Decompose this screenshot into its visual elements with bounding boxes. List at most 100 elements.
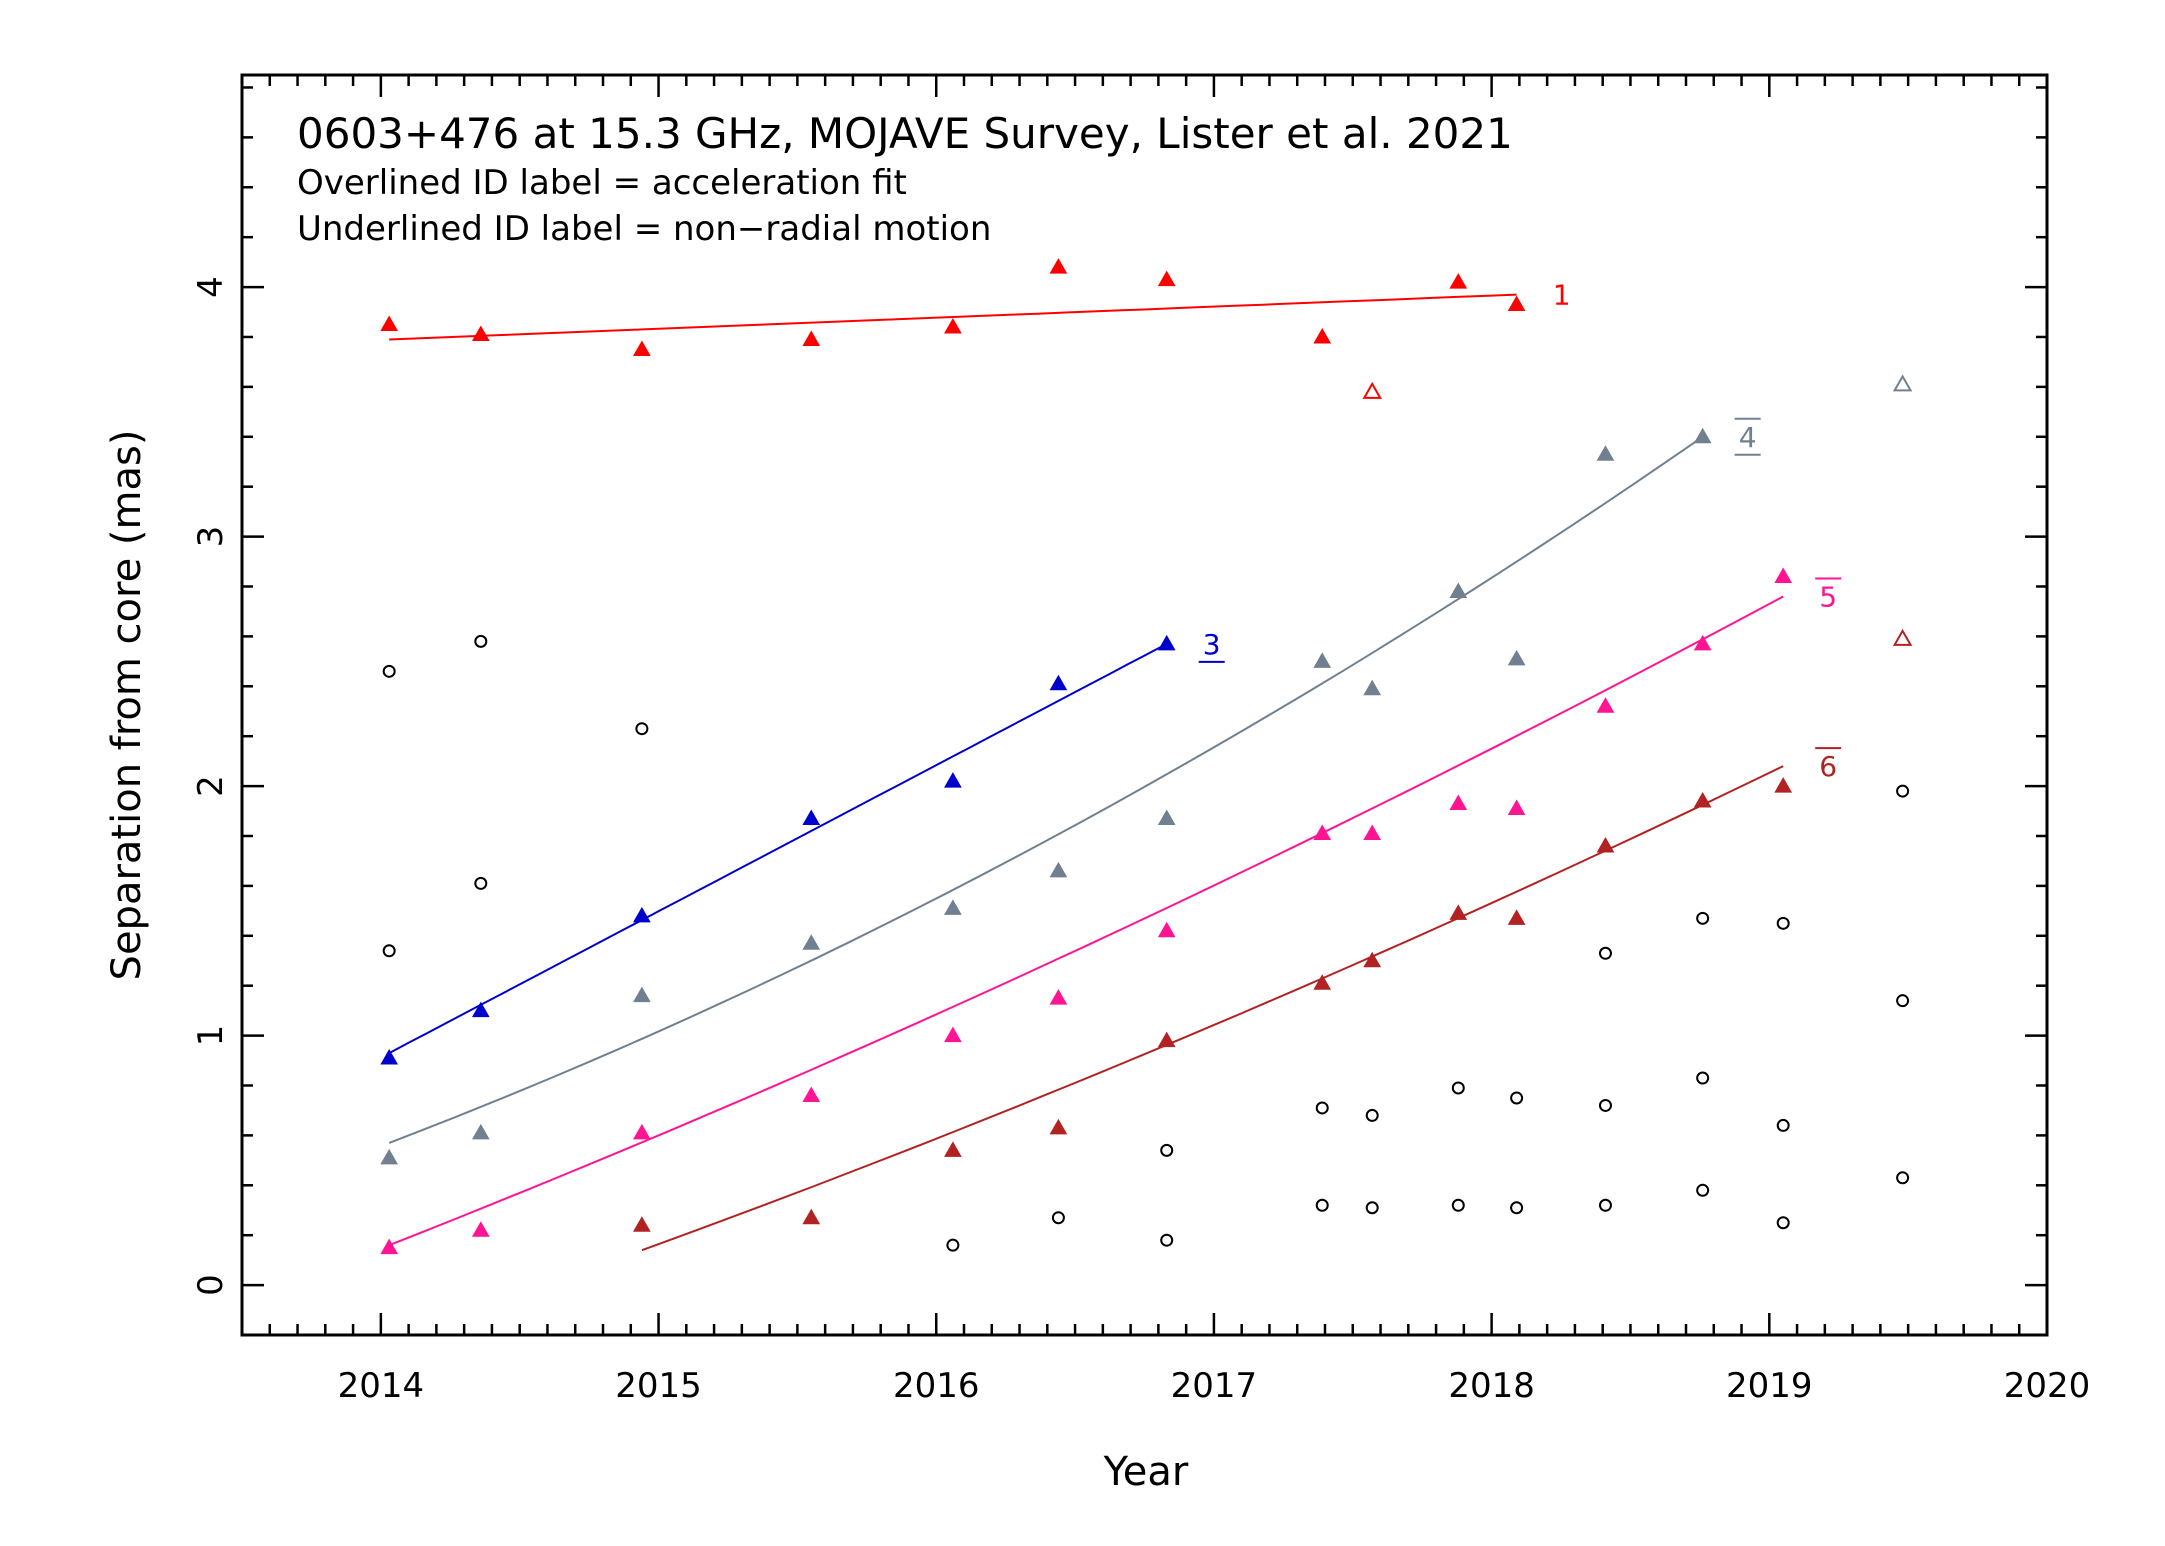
marker-5: [471, 1221, 490, 1237]
fit-lines: [388, 293, 1784, 1252]
marker-5: [1313, 824, 1332, 840]
fit-line-4: [388, 435, 1704, 1144]
marker-4: [1693, 427, 1712, 444]
marker-1: [1507, 295, 1526, 312]
component-label-4: 4: [1739, 421, 1757, 454]
marker-4: [802, 934, 821, 950]
marker-4: [1313, 652, 1332, 668]
marker-5: [633, 1123, 651, 1140]
fit-line-3: [388, 643, 1168, 1054]
marker-5: [1596, 697, 1615, 713]
marker-4: [380, 1148, 399, 1165]
marker-6: [633, 1216, 651, 1232]
unassigned-marker: [1451, 1081, 1465, 1095]
marker-4: [471, 1123, 490, 1140]
chart-title: 0603+476 at 15.3 GHz, MOJAVE Survey, Lis…: [297, 109, 1513, 158]
unassigned-marker: [1896, 1171, 1910, 1185]
marker-5: [380, 1238, 399, 1255]
unassigned-marker: [1160, 1233, 1174, 1247]
marker-3: [471, 1001, 490, 1018]
unassigned-marker: [1051, 1211, 1065, 1225]
marker-5: [1157, 921, 1176, 938]
unassigned-marker: [946, 1238, 960, 1252]
unassigned-marker: [1776, 1216, 1790, 1230]
unassigned-marker: [474, 876, 488, 890]
unassigned-marker: [1696, 1071, 1710, 1085]
y-tick-label: 0: [191, 1274, 231, 1296]
marker-6: [1507, 909, 1526, 925]
unassigned-marker: [382, 664, 396, 678]
unassigned-marker: [1315, 1198, 1329, 1212]
x-tick-label: 2020: [2004, 1366, 2091, 1406]
component-label-5: 5: [1819, 580, 1837, 613]
marker-5: [802, 1086, 821, 1102]
marker-5: [1774, 567, 1793, 584]
unassigned-marker: [635, 722, 649, 736]
marker-1: [802, 330, 821, 346]
marker-4: [944, 899, 962, 915]
marker-6: [1049, 1118, 1068, 1135]
unassigned-marker: [1696, 911, 1710, 925]
x-tick-label: 2015: [615, 1366, 702, 1406]
open-marker-1: [1362, 381, 1382, 399]
marker-5: [1049, 989, 1068, 1005]
component-label-1: 1: [1553, 279, 1571, 312]
component-label-6: 6: [1819, 750, 1837, 783]
fit-line-5: [388, 595, 1784, 1247]
unassigned-marker: [1598, 1198, 1612, 1212]
y-tick-label: 2: [191, 775, 231, 797]
component-label-3: 3: [1203, 628, 1221, 661]
x-tick-label: 2016: [893, 1366, 980, 1406]
unassigned-marker: [1598, 946, 1612, 960]
marker-6: [1157, 1031, 1176, 1048]
unassigned-marker: [1776, 916, 1790, 930]
marker-4: [1596, 445, 1615, 461]
component-id-labels: 1 3 4 5 6: [1198, 279, 1842, 783]
marker-6: [1774, 777, 1793, 793]
marker-3: [1049, 674, 1068, 691]
open-marker-6: [1892, 628, 1913, 646]
y-axis-label: Separation from core (mas): [104, 430, 150, 981]
subtitle-line-2: Underlined ID label = non−radial motion: [297, 209, 991, 249]
marker-4: [1449, 582, 1468, 598]
marker-6: [1596, 836, 1615, 853]
axis-ticks: [240, 75, 2049, 1337]
marker-3: [633, 906, 651, 923]
marker-5: [944, 1026, 962, 1043]
plot-frame: [240, 73, 2049, 1337]
unassigned-marker: [1896, 784, 1910, 798]
marker-4: [1507, 649, 1526, 666]
unassigned-marker: [1365, 1108, 1379, 1122]
marker-6: [944, 1141, 962, 1157]
unassigned-marker: [382, 944, 396, 958]
x-tick-label: 2018: [1448, 1366, 1535, 1406]
marker-5: [1363, 824, 1382, 840]
marker-4: [1049, 861, 1068, 878]
x-axis-label: Year: [1103, 1449, 1189, 1495]
x-tick-label: 2017: [1171, 1366, 1258, 1406]
open-marker-4: [1892, 374, 1913, 392]
unassigned-marker: [1696, 1183, 1710, 1197]
y-tick-label: 4: [191, 276, 231, 298]
unassigned-marker: [1598, 1098, 1612, 1112]
x-tick-label: 2019: [1726, 1366, 1813, 1406]
unassigned-marker: [1451, 1198, 1465, 1212]
marker-1: [380, 315, 399, 332]
marker-1: [471, 325, 490, 341]
x-tick-label: 2014: [338, 1366, 425, 1406]
unassigned-marker: [1510, 1201, 1524, 1215]
marker-6: [1693, 792, 1712, 808]
marker-4: [1157, 809, 1176, 826]
marker-1: [1313, 327, 1332, 344]
marker-3: [1157, 634, 1176, 651]
unassigned-marker: [1160, 1143, 1174, 1157]
marker-1: [1049, 258, 1068, 274]
unassigned-marker: [1510, 1091, 1524, 1105]
marker-5: [1507, 799, 1526, 816]
marker-3: [944, 772, 962, 788]
unassigned-marker: [1776, 1118, 1790, 1132]
subtitle-line-1: Overlined ID label = acceleration fit: [297, 163, 907, 203]
marker-6: [1313, 974, 1332, 990]
marker-6: [802, 1208, 821, 1225]
unassigned-marker: [474, 634, 488, 648]
